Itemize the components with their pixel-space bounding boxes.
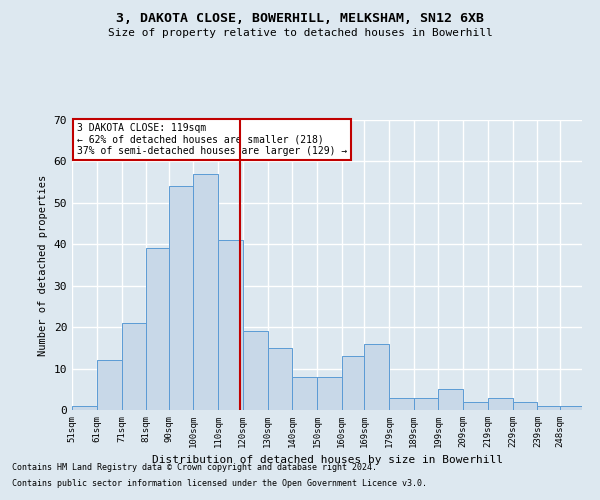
Bar [97,360,122,410]
Bar [317,377,342,410]
X-axis label: Distribution of detached houses by size in Bowerhill: Distribution of detached houses by size … [151,456,503,466]
Bar [413,398,439,410]
Bar [439,390,463,410]
Text: Size of property relative to detached houses in Bowerhill: Size of property relative to detached ho… [107,28,493,38]
Bar [342,356,364,410]
Bar [463,402,488,410]
Bar [122,323,146,410]
Bar [72,406,97,410]
Bar [389,398,413,410]
Bar [169,186,193,410]
Text: Contains public sector information licensed under the Open Government Licence v3: Contains public sector information licen… [12,478,427,488]
Bar [512,402,538,410]
Bar [488,398,512,410]
Bar [292,377,317,410]
Bar [218,240,243,410]
Y-axis label: Number of detached properties: Number of detached properties [38,174,48,356]
Bar [193,174,218,410]
Bar [560,406,582,410]
Bar [243,332,268,410]
Text: Contains HM Land Registry data © Crown copyright and database right 2024.: Contains HM Land Registry data © Crown c… [12,464,377,472]
Text: 3, DAKOTA CLOSE, BOWERHILL, MELKSHAM, SN12 6XB: 3, DAKOTA CLOSE, BOWERHILL, MELKSHAM, SN… [116,12,484,26]
Text: 3 DAKOTA CLOSE: 119sqm
← 62% of detached houses are smaller (218)
37% of semi-de: 3 DAKOTA CLOSE: 119sqm ← 62% of detached… [77,123,347,156]
Bar [364,344,389,410]
Bar [268,348,292,410]
Bar [538,406,560,410]
Bar [146,248,169,410]
